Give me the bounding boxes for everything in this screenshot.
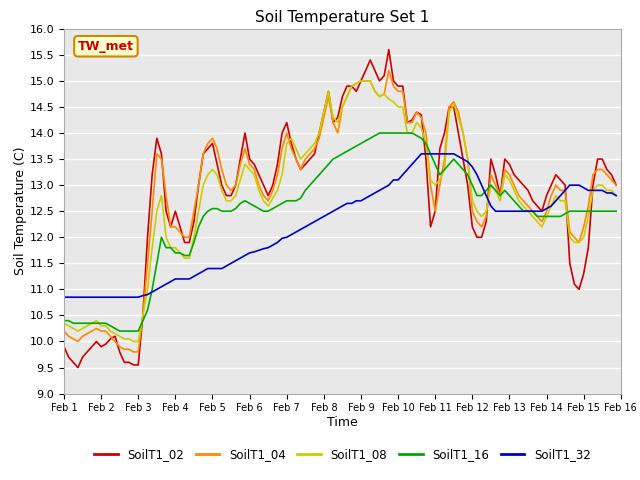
Legend: SoilT1_02, SoilT1_04, SoilT1_08, SoilT1_16, SoilT1_32: SoilT1_02, SoilT1_04, SoilT1_08, SoilT1_… [90,443,595,466]
X-axis label: Time: Time [327,416,358,429]
Y-axis label: Soil Temperature (C): Soil Temperature (C) [13,147,27,276]
Text: TW_met: TW_met [78,40,134,53]
Title: Soil Temperature Set 1: Soil Temperature Set 1 [255,10,429,25]
